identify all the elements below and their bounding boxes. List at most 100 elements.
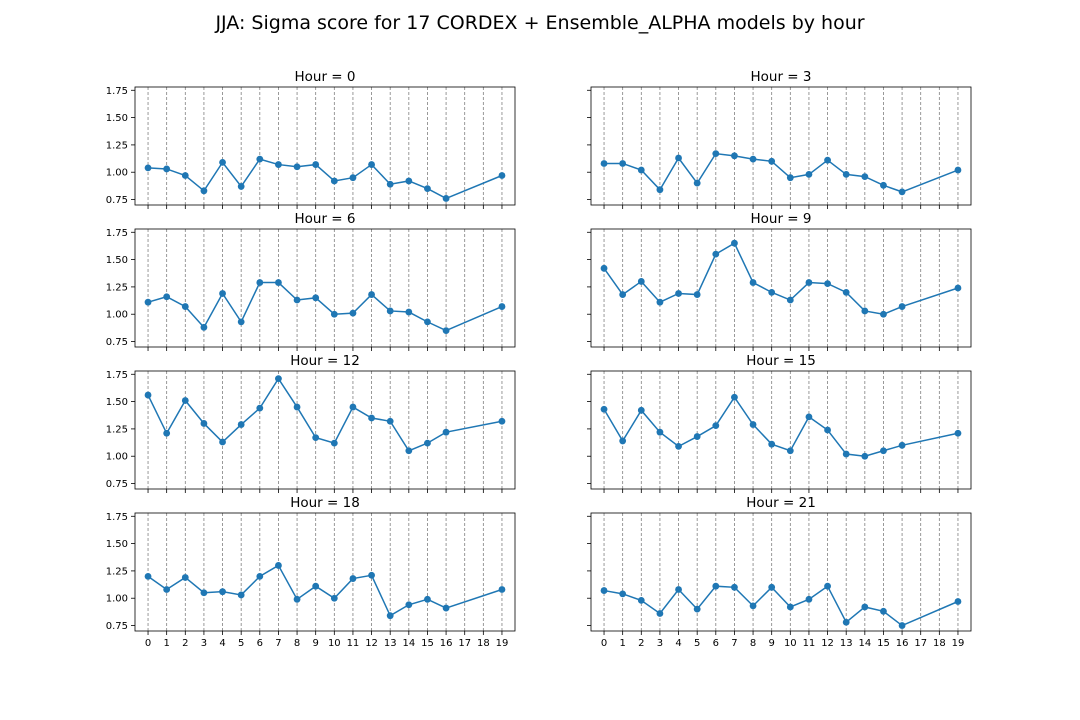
data-point — [712, 582, 720, 590]
x-tick-label: 0 — [601, 638, 607, 649]
axes-frame — [590, 512, 972, 632]
data-point — [219, 438, 226, 446]
data-point — [368, 161, 375, 168]
data-point — [898, 441, 906, 449]
data-point — [163, 429, 171, 437]
x-tick-label: 7 — [731, 638, 737, 649]
data-point — [600, 264, 608, 272]
y-tick-label: 1.50 — [106, 113, 128, 124]
data-point — [861, 603, 869, 611]
x-tick-label: 8 — [294, 638, 300, 649]
data-point — [330, 310, 338, 318]
data-point — [637, 166, 645, 174]
y-tick-label: 1.00 — [106, 168, 128, 179]
x-tick-label: 7 — [275, 638, 281, 649]
data-point — [842, 450, 850, 458]
data-point — [144, 164, 152, 172]
panel-title: Hour = 3 — [750, 69, 811, 85]
data-point — [749, 155, 757, 163]
data-point — [498, 586, 506, 593]
data-point — [424, 439, 431, 447]
data-point — [144, 572, 152, 580]
data-point — [619, 291, 627, 298]
data-point — [768, 583, 776, 591]
y-tick-label: 1.50 — [106, 255, 128, 266]
data-point — [312, 294, 320, 302]
data-point — [805, 595, 813, 603]
data-point — [349, 309, 357, 317]
data-point — [768, 157, 776, 165]
data-point — [693, 605, 701, 613]
x-tick-label: 10 — [328, 638, 341, 649]
data-point — [312, 161, 320, 168]
panel-title: Hour = 12 — [290, 353, 360, 369]
series-line — [147, 377, 503, 452]
x-tick-label: 15 — [877, 638, 890, 649]
data-point — [731, 239, 738, 247]
data-point — [498, 172, 506, 179]
x-tick-label: 12 — [365, 638, 378, 649]
data-point — [275, 279, 282, 286]
x-tick-label: 8 — [750, 638, 756, 649]
data-point — [731, 152, 738, 160]
y-tick-label: 1.25 — [106, 282, 128, 293]
data-point — [163, 293, 171, 301]
data-point — [442, 428, 450, 436]
subplot-7: Hour = 210 1 2 3 4 5 6 7 8 9 10 11 12 13 14 15 16 17 18 19 — [587, 495, 972, 649]
panel-title: Hour = 6 — [294, 211, 355, 227]
data-point — [200, 420, 208, 427]
axes-frame — [590, 228, 972, 348]
x-tick-label: 13 — [840, 638, 853, 649]
axes-frame — [134, 86, 516, 206]
data-point — [675, 290, 682, 297]
data-point — [256, 279, 264, 286]
data-point — [181, 397, 189, 404]
data-point — [349, 403, 357, 411]
x-tick-label: 13 — [384, 638, 397, 649]
subplot-grid: Hour = 0 0.75 1.00 1.25 1.50 1.75 Hour = 3 Hour… — [106, 69, 972, 649]
data-point — [442, 195, 450, 202]
x-tick-label: 19 — [952, 638, 965, 649]
x-tick-label: 9 — [312, 638, 318, 649]
x-tick-label: 2 — [182, 638, 188, 649]
data-point — [405, 177, 413, 185]
subplot-1: Hour = 3 — [587, 69, 972, 209]
y-tick-label: 1.25 — [106, 140, 128, 151]
panel-title: Hour = 9 — [750, 211, 811, 227]
data-point — [712, 250, 720, 258]
data-point — [768, 288, 776, 296]
x-tick-label: 0 — [145, 638, 151, 649]
y-tick-label: 1.25 — [106, 566, 128, 577]
data-point — [442, 604, 450, 612]
data-point — [656, 298, 664, 306]
data-point — [656, 428, 664, 436]
x-tick-label: 17 — [914, 638, 927, 649]
data-point — [424, 595, 431, 603]
x-tick-label: 3 — [657, 638, 663, 649]
x-tick-label: 16 — [896, 638, 909, 649]
x-tick-label: 15 — [421, 638, 434, 649]
data-point — [312, 582, 320, 590]
data-point — [219, 158, 226, 166]
data-point — [405, 601, 413, 609]
data-point — [163, 586, 171, 593]
x-tick-label: 1 — [163, 638, 169, 649]
panel-title: Hour = 21 — [746, 495, 816, 511]
data-point — [619, 160, 627, 167]
data-point — [768, 440, 776, 448]
data-point — [731, 583, 738, 591]
x-tick-label: 6 — [713, 638, 719, 649]
subplot-4: Hour = 12 0.75 1.00 1.25 1.50 1.75 — [106, 353, 516, 493]
data-point — [861, 173, 869, 180]
y-tick-label: 1.75 — [106, 370, 128, 381]
x-tick-label: 4 — [675, 638, 681, 649]
y-tick-label: 0.75 — [106, 337, 128, 348]
panel-title: Hour = 18 — [290, 495, 360, 511]
x-tick-label: 10 — [784, 638, 797, 649]
data-point — [712, 422, 720, 430]
data-point — [256, 404, 264, 412]
data-point — [386, 612, 394, 620]
x-tick-label: 2 — [638, 638, 644, 649]
data-point — [656, 186, 664, 194]
